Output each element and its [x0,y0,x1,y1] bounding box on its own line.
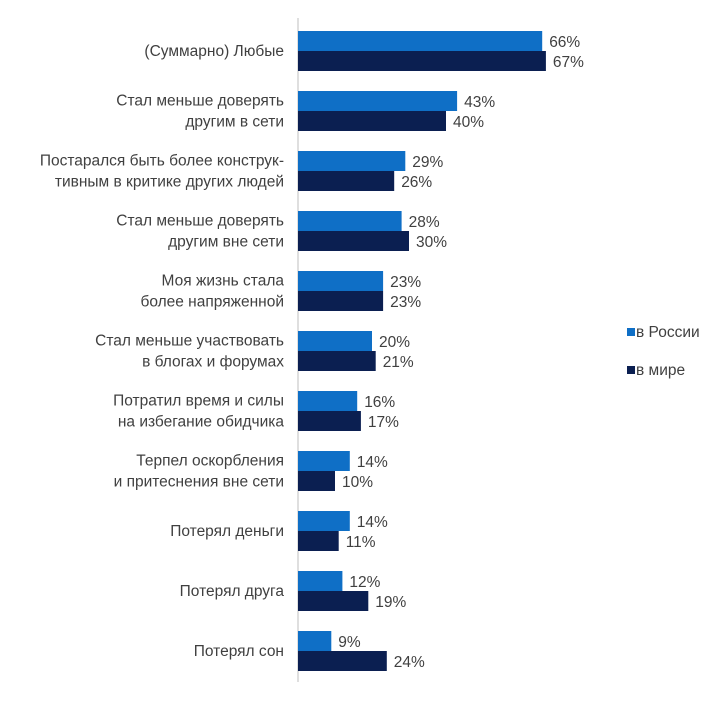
category-label: Потерял друга [180,583,285,600]
legend-label: в России [636,324,700,341]
category-label: Стал меньше доверять другим вне сети [116,213,284,251]
bar-world [298,411,361,431]
value-label-world: 67% [553,54,584,71]
bar-world [298,531,339,551]
bar-world [298,51,546,71]
value-label-russia: 20% [379,334,410,351]
value-label-world: 26% [401,174,432,191]
legend-swatch [627,366,635,374]
bar-world [298,591,369,611]
category-label: Стал меньше доверять другим в сети [116,93,284,131]
category-label: Постарался быть более конструк-тивным в … [40,153,284,191]
bar-world [298,111,446,131]
bar-russia [298,391,358,411]
value-label-russia: 14% [357,514,388,531]
legend-item: в России [627,324,700,341]
legend-swatch [627,328,635,336]
value-label-world: 11% [346,534,376,551]
bar-russia [298,271,384,291]
value-label-russia: 12% [349,574,380,591]
value-label-world: 10% [342,474,373,491]
category-label: Потерял деньги [170,523,284,540]
bar-russia [298,451,350,471]
legend-label: в мире [636,362,685,379]
value-label-world: 19% [375,594,406,611]
bar-russia [298,331,372,351]
bar-russia [298,571,343,591]
bar-russia [298,211,402,231]
legend: в России в мире [627,324,700,379]
value-label-russia: 28% [409,214,440,231]
value-label-russia: 9% [338,634,361,651]
category-labels: (Суммарно) Любые Стал меньше доверять друг… [40,43,285,660]
bars-layer [298,31,546,671]
legend-item: в мире [627,362,685,379]
value-label-world: 23% [390,294,421,311]
value-label-russia: 29% [412,154,443,171]
value-label-world: 30% [416,234,447,251]
bar-russia [298,31,543,51]
value-label-russia: 14% [357,454,388,471]
bar-world [298,651,387,671]
category-label: Терпел оскорбления и притеснения вне сети [114,453,284,491]
bar-world [298,231,409,251]
bar-russia [298,631,332,651]
value-label-world: 24% [394,654,425,671]
bar-russia [298,151,406,171]
category-label: Моя жизнь стала более напряженной [140,273,284,311]
bar-world [298,471,335,491]
bar-russia [298,91,458,111]
value-label-russia: 66% [549,34,580,51]
value-labels: 66% 67% 43% 40% 29% 26% 28% 30% 23% 23% 20% 21% 16% 1… [338,34,584,671]
value-label-world: 40% [453,114,484,131]
value-label-world: 17% [368,414,399,431]
value-label-russia: 43% [464,94,495,111]
bar-world [298,291,384,311]
category-label: Потратил время и силы на избегание обидчи… [113,393,284,431]
category-label: Стал меньше участвовать в блогах и форума… [95,333,284,371]
category-label: (Суммарно) Любые [144,43,284,60]
value-label-russia: 23% [390,274,421,291]
bar-world [298,351,376,371]
category-label: Потерял сон [194,643,284,660]
value-label-russia: 16% [364,394,395,411]
bar-russia [298,511,350,531]
value-label-world: 21% [383,354,414,371]
bar-world [298,171,395,191]
